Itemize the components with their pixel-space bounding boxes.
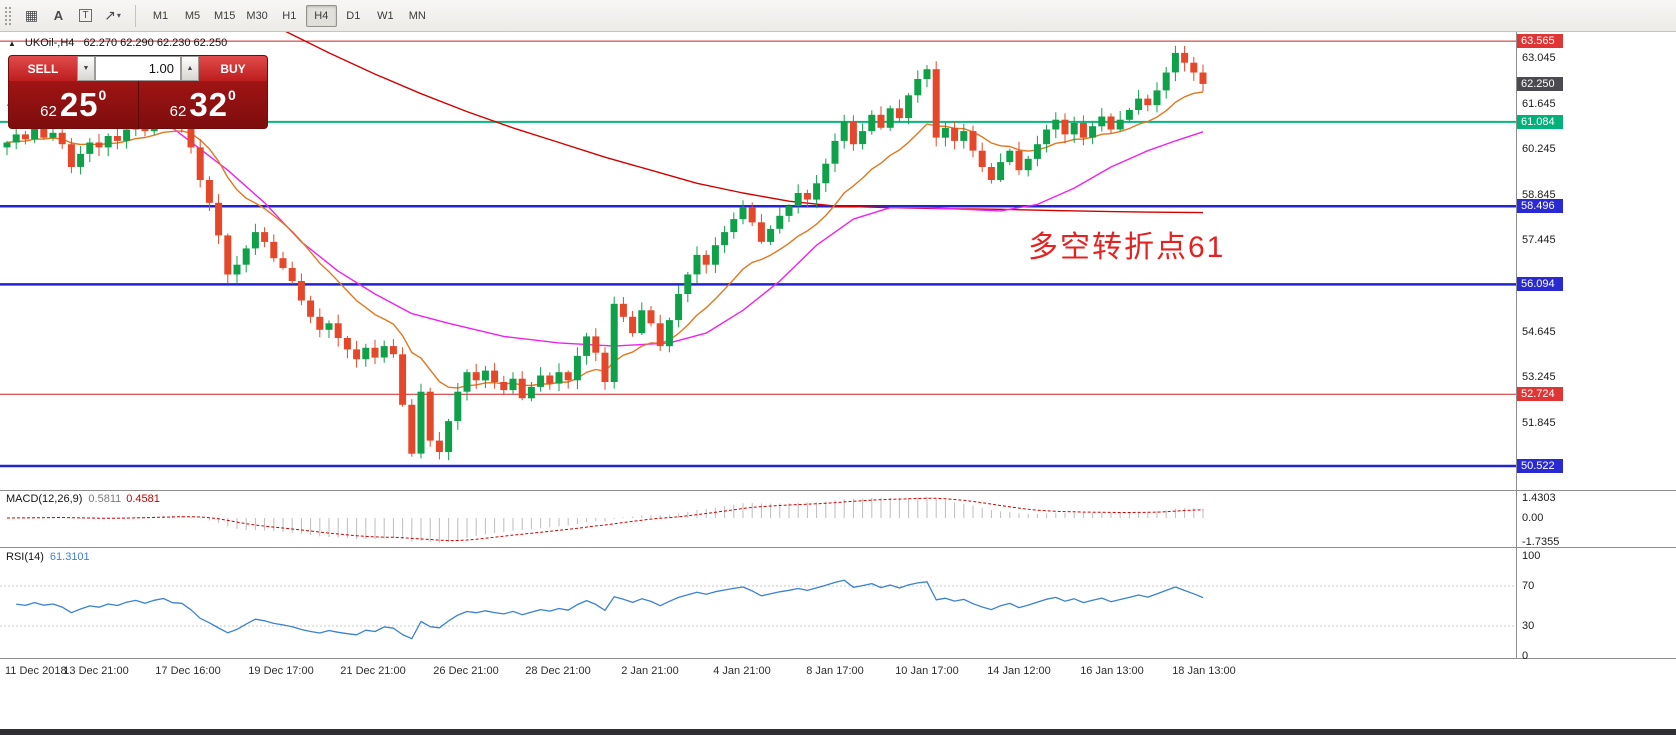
tool-text-label-button[interactable]: A [45, 4, 72, 28]
price-level-badge: 52.724 [1517, 387, 1563, 401]
price-axis-label: 61.645 [1522, 98, 1556, 110]
bid-price-big: 25 [59, 86, 99, 123]
price-chart-pane[interactable] [0, 29, 1516, 490]
rsi-value: 61.3101 [49, 551, 90, 563]
tool-arrows-tool-button[interactable]: ↗ ▾ [99, 4, 126, 28]
rsi-name: RSI(14) [6, 551, 44, 563]
rsi-label: RSI(14) 61.3101 [6, 551, 90, 563]
rsi-pane[interactable] [0, 548, 1516, 658]
rsi-axis-label: 100 [1522, 550, 1541, 562]
price-level-badge: 63.565 [1517, 34, 1563, 48]
time-axis-label: 16 Jan 13:00 [1080, 665, 1144, 677]
price-axis-label: 54.645 [1522, 326, 1556, 338]
macd-axis-label: 1.4303 [1522, 492, 1556, 504]
pane-separator [0, 658, 1676, 659]
sell-button[interactable]: SELL [9, 56, 77, 81]
macd-label: MACD(12,26,9) 0.5811 0.4581 [6, 493, 160, 505]
timeframe-H1-button[interactable]: H1 [274, 5, 305, 27]
ask-price-head: 62 [169, 103, 187, 120]
pane-separator[interactable] [0, 490, 1676, 491]
price-axis-label: 58.845 [1522, 189, 1556, 201]
ask-price-sup: 0 [228, 87, 236, 103]
timeframe-H4-button[interactable]: H4 [305, 4, 337, 27]
timeframe-W1-button[interactable]: W1 [370, 5, 401, 27]
macd-value-signal: 0.4581 [126, 493, 160, 505]
dropdown-caret-icon: ▾ [116, 11, 121, 20]
ask-price[interactable]: 62 32 0 [139, 81, 268, 128]
volume-input[interactable]: 1.00 [95, 56, 181, 81]
time-axis-label: 21 Dec 21:00 [340, 665, 406, 677]
symbol-period-label: UKOil-,H4 [24, 37, 75, 49]
timeframe-M5-button[interactable]: M5 [177, 5, 208, 27]
toolbar-separator [135, 4, 136, 27]
time-axis-label: 11 Dec 2018 [5, 665, 67, 677]
price-level-badge: 61.084 [1517, 115, 1563, 129]
rsi-axis-label: 30 [1522, 620, 1535, 632]
price-axis-label: 63.045 [1522, 52, 1556, 64]
price-axis-label: 51.845 [1522, 417, 1556, 429]
time-axis-label: 18 Jan 13:00 [1172, 665, 1236, 677]
time-axis-label: 17 Dec 16:00 [155, 665, 221, 677]
chart-text-annotation: 多空转折点61 [1028, 231, 1226, 264]
toolbar-drag-grip[interactable] [4, 5, 13, 26]
price-divider [137, 81, 139, 128]
toolbar-timeframes: M1 M5 M15 M30 H1 H4 D1 W1 MN [145, 4, 433, 27]
buy-button[interactable]: BUY [199, 56, 267, 81]
time-axis-label: 19 Dec 17:00 [248, 665, 314, 677]
toolbar: ▦ A T ↗ ▾ M1 M5 M15 M30 H1 H4 D1 W1 MN [0, 0, 1676, 32]
price-level-badge: 62.250 [1517, 77, 1563, 91]
price-axis-label: 57.445 [1522, 234, 1556, 246]
time-axis-label: 10 Jan 17:00 [895, 665, 959, 677]
symbol-info-line: ▲ UKOil-,H4 62.270 62.290 62.230 62.250 [8, 37, 227, 49]
price-axis-label: 60.245 [1522, 143, 1556, 155]
macd-pane[interactable] [0, 491, 1516, 547]
arrows-tool-icon: ↗ [104, 7, 116, 23]
macd-name: MACD(12,26,9) [6, 493, 83, 505]
bid-price[interactable]: 62 25 0 [9, 81, 138, 128]
axis-separator [1516, 32, 1517, 658]
bid-ask-display: 62 25 0 62 32 0 [9, 81, 267, 128]
price-axis[interactable]: 63.045 61.645 60.245 58.845 57.445 54.645 53.2… [1516, 0, 1676, 735]
time-axis-label: 28 Dec 21:00 [525, 665, 591, 677]
time-axis[interactable]: 11 Dec 2018 13 Dec 21:00 17 Dec 16:00 19 De… [0, 658, 1516, 684]
time-axis-label: 14 Jan 12:00 [987, 665, 1051, 677]
time-axis-label: 26 Dec 21:00 [433, 665, 499, 677]
text-label-icon: A [53, 8, 64, 23]
price-axis-label: 53.245 [1522, 371, 1556, 383]
macd-axis-label: -1.7355 [1522, 536, 1560, 548]
trade-controls-row: SELL ▼ 1.00 ▲ BUY [9, 56, 267, 81]
toolbar-tools: ▦ A T ↗ ▾ [18, 4, 126, 28]
bid-price-head: 62 [40, 103, 57, 120]
time-axis-label: 2 Jan 21:00 [621, 665, 679, 677]
tool-templates-grid-button[interactable]: ▦ [18, 4, 45, 28]
rsi-axis-label: 0 [1522, 650, 1529, 662]
time-axis-label: 13 Dec 21:00 [63, 665, 129, 677]
ask-price-big: 32 [189, 86, 229, 123]
one-click-toggle-icon[interactable]: ▲ [8, 38, 16, 48]
timeframe-M30-button[interactable]: M30 [241, 5, 272, 27]
timeframe-D1-button[interactable]: D1 [338, 5, 369, 27]
price-level-badge: 56.094 [1517, 277, 1563, 291]
time-axis-label: 4 Jan 21:00 [713, 665, 771, 677]
timeframe-M15-button[interactable]: M15 [209, 5, 240, 27]
timeframe-M1-button[interactable]: M1 [145, 5, 176, 27]
price-level-badge: 58.496 [1517, 199, 1563, 213]
rsi-axis-label: 70 [1522, 580, 1535, 592]
pane-separator[interactable] [0, 547, 1676, 548]
time-axis-label: 8 Jan 17:00 [806, 665, 864, 677]
macd-axis-label: 0.00 [1522, 512, 1544, 524]
one-click-trading-panel: SELL ▼ 1.00 ▲ BUY 62 25 0 62 32 0 [9, 56, 267, 128]
templates-grid-icon: ▦ [24, 7, 39, 23]
bid-price-sup: 0 [98, 87, 107, 103]
window-bottom-edge [0, 729, 1676, 735]
volume-decrease-button[interactable]: ▼ [77, 56, 95, 81]
tool-text-frame-button[interactable]: T [72, 4, 99, 28]
timeframe-MN-button[interactable]: MN [402, 5, 433, 27]
volume-increase-button[interactable]: ▲ [181, 56, 199, 81]
text-frame-icon: T [79, 9, 92, 22]
bar-ohlc-values: 62.270 62.290 62.230 62.250 [83, 37, 228, 49]
price-level-badge: 50.522 [1517, 459, 1563, 473]
macd-value-main: 0.5811 [88, 493, 122, 505]
